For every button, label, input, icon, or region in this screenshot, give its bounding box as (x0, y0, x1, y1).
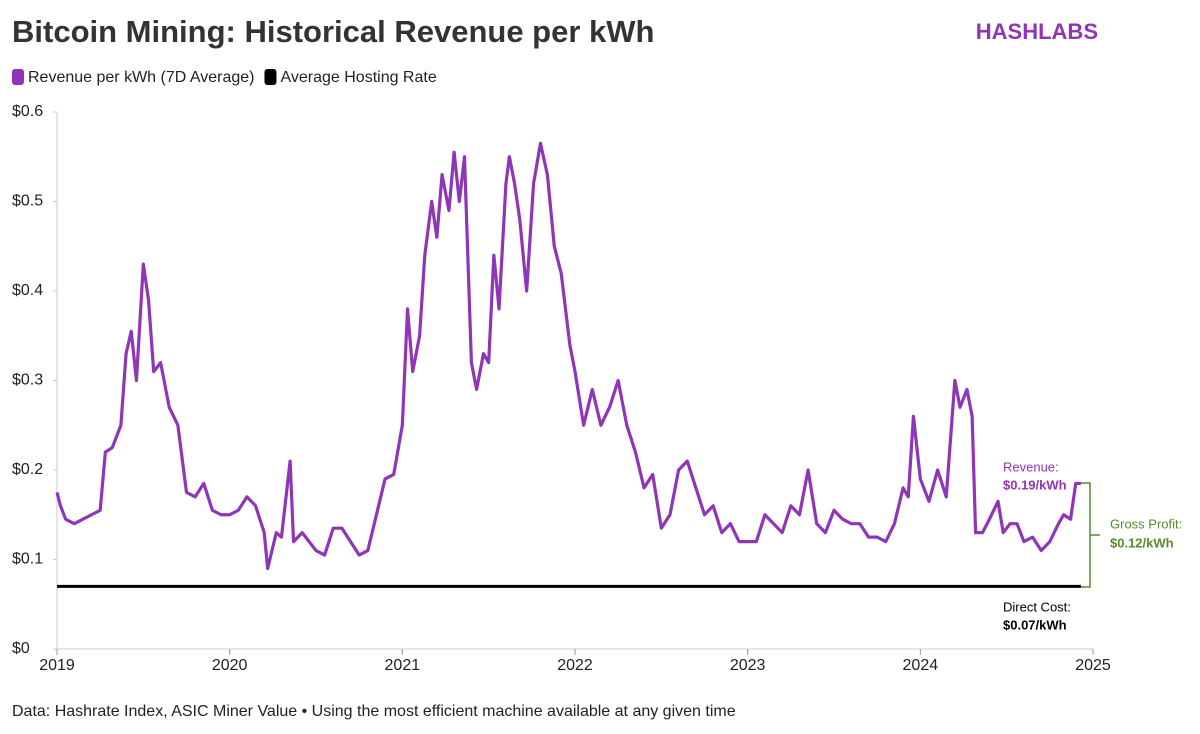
y-tick-label: $0 (12, 640, 30, 657)
x-tick-label: 2025 (1075, 657, 1111, 674)
source-note: Data: Hashrate Index, ASIC Miner Value •… (12, 703, 736, 720)
annotation-value: $0.12/kWh (1110, 535, 1174, 550)
legend-swatch (264, 69, 277, 85)
chart-title: Bitcoin Mining: Historical Revenue per k… (12, 14, 654, 49)
y-tick-label: $0.5 (12, 193, 43, 210)
brand-logo: HASHLABS (976, 19, 1098, 44)
y-tick-label: $0.3 (12, 372, 43, 389)
x-tick-label: 2021 (385, 657, 421, 674)
annotation-label: Gross Profit: (1110, 516, 1182, 531)
y-tick-label: $0.1 (12, 551, 43, 568)
x-tick-label: 2022 (557, 657, 593, 674)
y-tick-label: $0.4 (12, 282, 43, 299)
x-tick-label: 2023 (730, 657, 766, 674)
legend-swatch (12, 69, 24, 85)
y-tick-label: $0.2 (12, 461, 43, 478)
annotation-label: Revenue: (1003, 459, 1059, 474)
x-tick-label: 2019 (39, 657, 75, 674)
x-tick-label: 2024 (903, 657, 939, 674)
legend-label: Average Hosting Rate (280, 69, 436, 86)
y-tick-label: $0.6 (12, 103, 43, 120)
legend-label: Revenue per kWh (7D Average) (28, 69, 254, 86)
annotation-value: $0.07/kWh (1003, 617, 1067, 632)
annotation-label: Direct Cost: (1003, 599, 1071, 614)
profit-bracket (1080, 482, 1100, 588)
line-series (55, 141, 1081, 571)
x-tick-label: 2020 (212, 657, 248, 674)
annotation-value: $0.19/kWh (1003, 477, 1067, 492)
